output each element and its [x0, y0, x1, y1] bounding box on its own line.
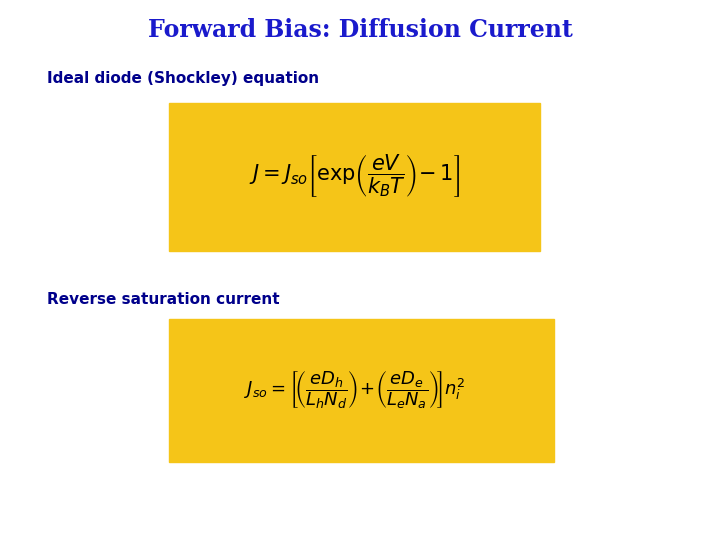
FancyBboxPatch shape: [169, 103, 540, 251]
Text: Forward Bias: Diffusion Current: Forward Bias: Diffusion Current: [148, 18, 572, 42]
Text: $J_{so} = \left[\!\left(\dfrac{eD_h}{L_h N_d}\right)\!+\!\left(\dfrac{eD_e}{L_e : $J_{so} = \left[\!\left(\dfrac{eD_h}{L_h…: [244, 369, 466, 411]
FancyBboxPatch shape: [169, 319, 554, 462]
Text: Reverse saturation current: Reverse saturation current: [47, 292, 279, 307]
Text: $J = J_{so}\left[\exp\!\left(\dfrac{eV}{k_B T}\right)\!-1\right]$: $J = J_{so}\left[\exp\!\left(\dfrac{eV}{…: [250, 152, 460, 199]
Text: Ideal diode (Shockley) equation: Ideal diode (Shockley) equation: [47, 71, 319, 86]
